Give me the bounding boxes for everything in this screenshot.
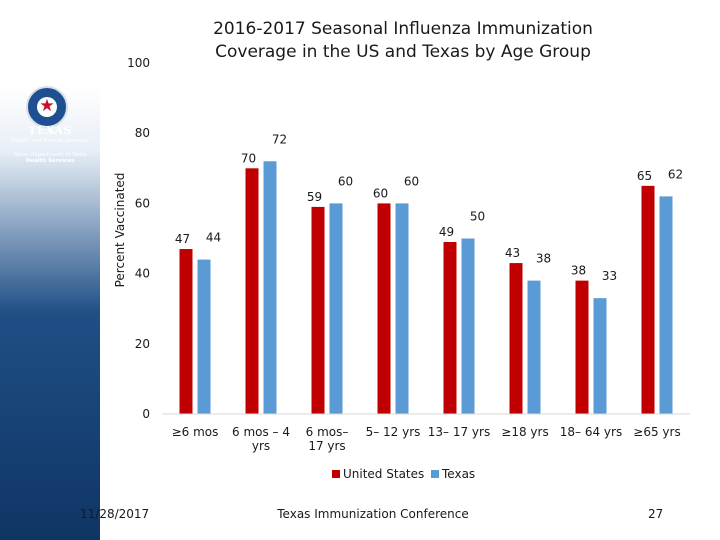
bar-us	[509, 263, 523, 414]
x-tick-label: ≥18 yrs	[501, 425, 548, 439]
logo-line-4: Health Services	[25, 158, 75, 164]
x-tick-label: 13– 17 yrs	[428, 425, 490, 439]
bar-texas	[659, 196, 673, 414]
sidebar-band: ★ TEXAS Health and Human Services Texas …	[0, 0, 100, 540]
bar-texas	[461, 238, 475, 414]
bar-texas	[395, 203, 409, 414]
data-label: 50	[470, 210, 485, 224]
logo-line-3: Texas Department of State	[13, 152, 87, 158]
legend-swatch-texas	[431, 470, 439, 478]
legend-swatch-us	[332, 470, 340, 478]
x-tick-label: 17 yrs	[308, 439, 345, 453]
x-tick-label: 6 mos – 4	[232, 425, 290, 439]
logo-line-1: TEXAS	[28, 124, 72, 137]
bar-us	[245, 168, 259, 414]
page-number: 27	[648, 507, 664, 521]
bar-texas	[197, 259, 211, 414]
y-tick-label: 20	[135, 337, 150, 351]
footer-conference: Texas Immunization Conference	[277, 507, 469, 521]
data-label: 33	[602, 269, 617, 283]
x-tick-label: 5– 12 yrs	[366, 425, 421, 439]
data-label: 38	[571, 264, 586, 278]
data-label: 38	[536, 252, 551, 266]
bar-chart: 2016-2017 Seasonal Influenza Immunizatio…	[113, 19, 690, 481]
logo-line-2: Health and Human Services	[11, 138, 89, 144]
bar-us	[377, 203, 391, 414]
y-tick-label: 100	[127, 56, 150, 70]
data-label: 60	[373, 186, 388, 200]
data-label: 47	[175, 232, 190, 246]
footer-date: 11/28/2017	[80, 507, 150, 521]
legend: United States Texas	[332, 467, 475, 481]
x-tick-label: ≥6 mos	[172, 425, 219, 439]
y-axis-label: Percent Vaccinated	[113, 173, 127, 288]
bar-texas	[263, 161, 277, 414]
bar-us	[179, 249, 193, 414]
y-tick-label: 80	[135, 126, 150, 140]
bar-texas	[329, 203, 343, 414]
data-label: 49	[439, 225, 454, 239]
bar-texas	[593, 298, 607, 414]
y-tick-label: 0	[142, 407, 150, 421]
data-label: 59	[307, 190, 322, 204]
bar-us	[641, 185, 655, 414]
data-label: 43	[505, 246, 520, 260]
x-tick-label: yrs	[252, 439, 270, 453]
chart-title-line-1: 2016-2017 Seasonal Influenza Immunizatio…	[213, 19, 593, 39]
x-tick-label: 6 mos–	[306, 425, 349, 439]
chart-title-line-2: Coverage in the US and Texas by Age Grou…	[215, 42, 591, 62]
data-label: 62	[668, 167, 683, 181]
data-label: 60	[404, 174, 419, 188]
y-tick-label: 60	[135, 196, 150, 210]
bar-texas	[527, 280, 541, 414]
texas-seal-icon: ★	[26, 86, 68, 128]
hhs-logo: TEXAS Health and Human Services Texas De…	[0, 124, 100, 164]
legend-label: Texas	[441, 467, 475, 481]
data-label: 65	[637, 169, 652, 183]
data-label: 70	[241, 151, 256, 165]
bar-us	[443, 242, 457, 414]
data-label: 60	[338, 174, 353, 188]
x-tick-label: ≥65 yrs	[633, 425, 680, 439]
bar-us	[575, 280, 589, 414]
y-tick-label: 40	[135, 267, 150, 281]
x-tick-label: 18– 64 yrs	[560, 425, 622, 439]
data-label: 44	[206, 231, 221, 245]
bar-us	[311, 206, 325, 414]
legend-label: United States	[343, 467, 424, 481]
data-label: 72	[272, 132, 287, 146]
